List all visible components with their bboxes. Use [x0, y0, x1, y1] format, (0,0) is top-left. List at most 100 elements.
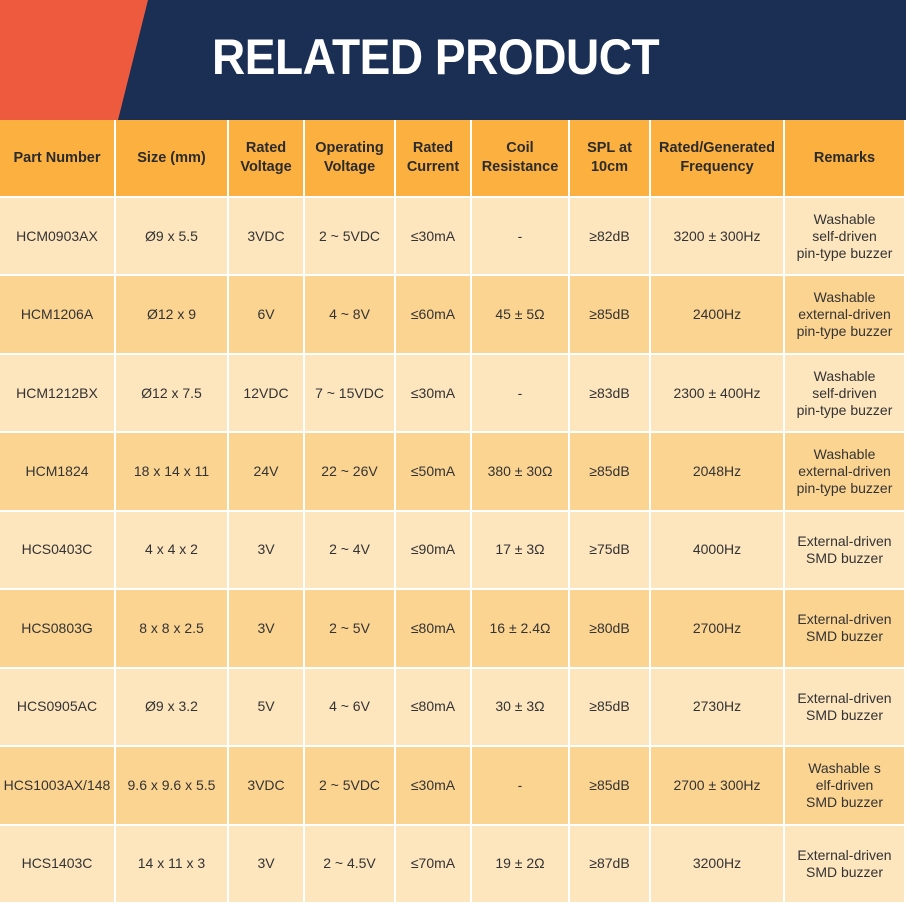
remark-line: SMD buzzer — [805, 863, 884, 880]
table-cell: 18 x 14 x 11 — [116, 433, 229, 512]
header-line: Remarks — [813, 149, 876, 166]
table-cell: HCS1403C — [0, 825, 116, 904]
header-line: Resistance — [481, 159, 559, 175]
table-cell: 7 ~ 15VDC — [305, 354, 396, 434]
table-cell: ≤80mA — [396, 590, 472, 669]
header-line: Frequency — [680, 159, 754, 175]
column-header: Part Number — [0, 120, 116, 198]
remark-line: pin-type buzzer — [796, 480, 893, 497]
table-cell: ≥75dB — [570, 511, 651, 591]
table-cell: 9.6 x 9.6 x 5.5 — [116, 747, 229, 826]
header-line: Current — [406, 159, 460, 175]
table-cell: ≤30mA — [396, 198, 472, 277]
table-cell: 380 ± 30Ω — [472, 433, 570, 512]
remark-line: SMD buzzer — [805, 628, 884, 645]
remark-line: self-driven — [812, 227, 877, 244]
column-header: Rated Current — [396, 120, 472, 198]
remark-line: self-driven — [812, 384, 877, 401]
table-cell: HCM0903AX — [0, 198, 116, 277]
table-cell: ≤50mA — [396, 433, 472, 512]
table-cell: 5V — [229, 668, 305, 748]
header-line: Rated — [245, 140, 287, 156]
remark-line: Washable — [813, 446, 876, 463]
table-cell: 14 x 11 x 3 — [116, 825, 229, 904]
remark-line: pin-type buzzer — [796, 401, 893, 418]
table-cell: 2 ~ 5V — [305, 590, 396, 669]
table-cell: 2400Hz — [651, 276, 785, 355]
table-cell: External-driven SMD buzzer — [785, 511, 906, 591]
remark-line: Washable — [813, 367, 876, 384]
table-cell: 8 x 8 x 2.5 — [116, 590, 229, 669]
table-cell: 2 ~ 4V — [305, 511, 396, 591]
remark-line: External-driven — [797, 611, 892, 628]
table-cell: ≥82dB — [570, 198, 651, 277]
header-line: Coil — [506, 140, 534, 156]
remark-line: SMD buzzer — [805, 549, 884, 566]
table-cell: ≥85dB — [570, 276, 651, 355]
column-header: Rated/Generated Frequency — [651, 120, 785, 198]
product-table: Part Number Size (mm) Rated Voltage Operatin… — [0, 120, 906, 904]
table-cell: - — [472, 747, 570, 826]
table-cell: 22 ~ 26V — [305, 433, 396, 512]
header-line: Rated — [412, 140, 454, 156]
table-cell: External-driven SMD buzzer — [785, 590, 906, 669]
table-cell: 3V — [229, 590, 305, 669]
table-cell: 3V — [229, 825, 305, 904]
table-cell: 6V — [229, 276, 305, 355]
table-cell: 3200Hz — [651, 825, 785, 904]
table-cell: 12VDC — [229, 354, 305, 434]
table-cell: HCS0403C — [0, 511, 116, 591]
table-cell: - — [472, 198, 570, 277]
table-cell: 19 ± 2Ω — [472, 825, 570, 904]
banner — [0, 0, 906, 120]
table-cell: 2730Hz — [651, 668, 785, 748]
title: RELATED PRODUCT — [212, 29, 660, 85]
table-cell: 2300 ± 400Hz — [651, 354, 785, 434]
table-cell: ≤30mA — [396, 747, 472, 826]
remark-line: Washable s — [808, 759, 881, 776]
table-cell: 2 ~ 5VDC — [305, 198, 396, 277]
table-cell: 3VDC — [229, 747, 305, 826]
table-cell: Washable external-driven pin-type buzzer — [785, 433, 906, 512]
table-cell: 3200 ± 300Hz — [651, 198, 785, 277]
remark-line: SMD buzzer — [805, 793, 884, 810]
table-cell: HCS0803G — [0, 590, 116, 669]
remark-line: External-driven — [797, 689, 892, 706]
banner-accent — [0, 0, 148, 120]
table-cell: ≤60mA — [396, 276, 472, 355]
table-cell: ≥85dB — [570, 433, 651, 512]
remark-line: External-driven — [797, 846, 892, 863]
table-cell: 4 x 4 x 2 — [116, 511, 229, 591]
table-cell: External-driven SMD buzzer — [785, 825, 906, 904]
header-line: Voltage — [240, 159, 292, 175]
table-cell: Washable external-driven pin-type buzzer — [785, 276, 906, 355]
column-header: Rated Voltage — [229, 120, 305, 198]
column-header: Size (mm) — [116, 120, 229, 198]
table-cell: 3VDC — [229, 198, 305, 277]
column-header: Operating Voltage — [305, 120, 396, 198]
remark-line: External-driven — [797, 532, 892, 549]
table-cell: Ø9 x 5.5 — [116, 198, 229, 277]
table-cell: 30 ± 3Ω — [472, 668, 570, 748]
table-cell: ≥85dB — [570, 668, 651, 748]
table-cell: ≤90mA — [396, 511, 472, 591]
header-line: Rated/Generated — [658, 140, 776, 156]
table-cell: 4 ~ 6V — [305, 668, 396, 748]
table-cell: ≤80mA — [396, 668, 472, 748]
table-cell: HCS1003AX/148 — [0, 747, 116, 826]
remark-line: elf-driven — [815, 776, 874, 793]
table-cell: ≥87dB — [570, 825, 651, 904]
table-cell: 2048Hz — [651, 433, 785, 512]
table-cell: Washable self-driven pin-type buzzer — [785, 354, 906, 434]
remark-line: Washable — [813, 210, 876, 227]
table-cell: Ø12 x 7.5 — [116, 354, 229, 434]
table-cell: 2700Hz — [651, 590, 785, 669]
table-cell: HCS0905AC — [0, 668, 116, 748]
banner-bg — [0, 0, 906, 120]
remark-line: external-driven — [798, 463, 891, 480]
header-line: Voltage — [323, 159, 376, 175]
table-cell: Washable s elf-driven SMD buzzer — [785, 747, 906, 826]
table-cell: ≤70mA — [396, 825, 472, 904]
table-cell: ≥80dB — [570, 590, 651, 669]
